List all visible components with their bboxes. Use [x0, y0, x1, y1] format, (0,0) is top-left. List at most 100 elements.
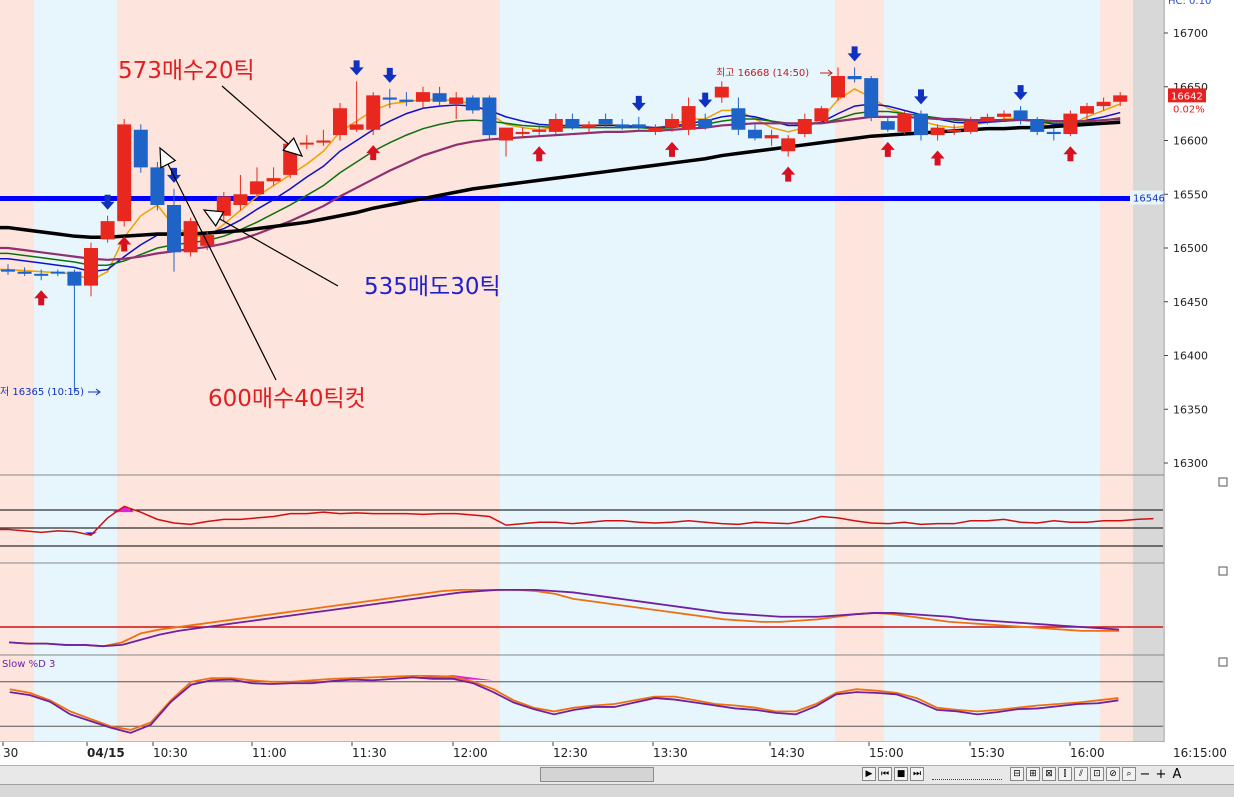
buy-arrow-icon: [34, 290, 49, 306]
candle: [1080, 102, 1094, 119]
current-change-label: 0.02%: [1173, 104, 1205, 115]
high-price-marker: 최고 16668 (14:50): [716, 67, 809, 79]
candle-body: [183, 221, 198, 253]
annotation-buy-573: 573매수20틱: [118, 58, 255, 84]
time-axis-bg: [0, 742, 1234, 765]
tool-icon[interactable]: ⫿: [1058, 767, 1072, 781]
time-label: 30: [3, 746, 18, 760]
candle-body: [34, 273, 49, 276]
speed-slider[interactable]: [932, 769, 1002, 780]
candle-body: [1, 269, 15, 272]
candle-body: [399, 99, 414, 102]
auto-scale-button[interactable]: A: [1172, 766, 1182, 782]
sub2-line-purple: [9, 588, 1120, 648]
candle-body: [565, 119, 580, 128]
candle: [449, 92, 464, 119]
session-band: [500, 0, 835, 742]
candle-body: [831, 76, 845, 98]
time-label: 12:00: [453, 746, 488, 760]
session-band: [0, 0, 34, 742]
candle: [50, 269, 65, 276]
candle: [631, 116, 646, 130]
magnifier-icon[interactable]: ⌕: [1122, 767, 1136, 781]
candle: [399, 92, 414, 107]
price-tick-label: 16300: [1173, 457, 1208, 470]
candle-body: [847, 76, 862, 80]
candle: [665, 113, 679, 132]
panel-expand-icon: [1218, 477, 1228, 487]
pointer-535-head: [202, 209, 225, 227]
candle: [465, 95, 480, 114]
price-tick-label: 16500: [1173, 242, 1208, 255]
tool-icon[interactable]: ⊞: [1026, 767, 1040, 781]
candle: [582, 121, 596, 135]
chart-toolbar: ▶ ⏮ ■ ⏭ ⊟ ⊞ ⊠ ⫿ ⫽ ⊡ ⊘ ⌕ − + A: [862, 765, 1184, 783]
candle: [100, 215, 115, 243]
candle: [366, 92, 381, 136]
candle-body: [814, 108, 829, 122]
current-price-label: 16642: [1171, 91, 1203, 102]
candle: [714, 81, 729, 103]
candle: [963, 116, 978, 135]
candle-body: [499, 127, 513, 141]
tool-icon[interactable]: ⊠: [1042, 767, 1056, 781]
candle-body: [216, 196, 231, 216]
horizontal-scrollbar[interactable]: [0, 765, 1234, 784]
tool-icon[interactable]: ⫽: [1074, 767, 1088, 781]
candle: [781, 135, 796, 157]
time-label: 04/15: [87, 746, 125, 760]
time-axis: 30 04/15 10:30 11:00 11:30 12:00 12:30 13:30 14:…: [0, 742, 1234, 765]
current-price-box: [1168, 88, 1206, 103]
pointer-573-head: [282, 137, 304, 157]
candle-body: [548, 119, 563, 132]
candle: [565, 113, 580, 130]
first-button[interactable]: ⏮: [878, 767, 892, 781]
candle: [731, 97, 746, 136]
zoom-out-button[interactable]: −: [1139, 766, 1151, 782]
candle: [1096, 97, 1111, 111]
candle: [930, 124, 945, 141]
candle-body: [648, 127, 663, 132]
candle-body: [880, 121, 895, 130]
price-tick-label: 16700: [1173, 27, 1208, 40]
candle-body: [980, 116, 995, 122]
candle: [216, 192, 231, 222]
candle-body: [914, 113, 928, 136]
time-label: 15:00: [869, 746, 904, 760]
candle-body: [117, 124, 132, 222]
buy-arrow-icon: [366, 145, 381, 161]
time-label: 11:00: [252, 746, 287, 760]
panel-expand-icon: [1218, 657, 1228, 667]
candle-body: [1063, 113, 1078, 135]
zoom-in-button[interactable]: +: [1155, 766, 1167, 782]
candle: [847, 67, 862, 83]
candle: [532, 124, 547, 137]
annotation-sell-535: 535매도30틱: [364, 274, 501, 300]
buy-arrow-icon: [880, 141, 895, 157]
status-strip: [0, 784, 1234, 797]
play-button[interactable]: ▶: [862, 767, 876, 781]
stop-button[interactable]: ■: [894, 767, 908, 781]
candle: [1030, 116, 1045, 136]
last-button[interactable]: ⏭: [910, 767, 924, 781]
candle: [897, 110, 912, 135]
tool-icon[interactable]: ⊘: [1106, 767, 1120, 781]
candle: [548, 113, 563, 135]
scroll-thumb[interactable]: [540, 767, 654, 782]
sub3-title: Slow %D 3: [2, 659, 55, 670]
panel-expand-icon: [1218, 566, 1228, 576]
candle: [797, 113, 812, 138]
candle-body: [615, 124, 630, 128]
tool-icon[interactable]: ⊡: [1090, 767, 1104, 781]
candle: [34, 269, 49, 281]
candle: [349, 81, 364, 132]
candle-body: [482, 97, 497, 136]
sell-arrow-icon: [698, 92, 713, 108]
candle: [980, 113, 995, 125]
sell-arrow-icon: [100, 194, 115, 210]
sub3-line-purple: [9, 676, 1119, 734]
candle-body: [67, 271, 82, 286]
support-level-label: 16546: [1133, 194, 1165, 205]
tool-icon[interactable]: ⊟: [1010, 767, 1024, 781]
candle-body: [532, 129, 547, 132]
